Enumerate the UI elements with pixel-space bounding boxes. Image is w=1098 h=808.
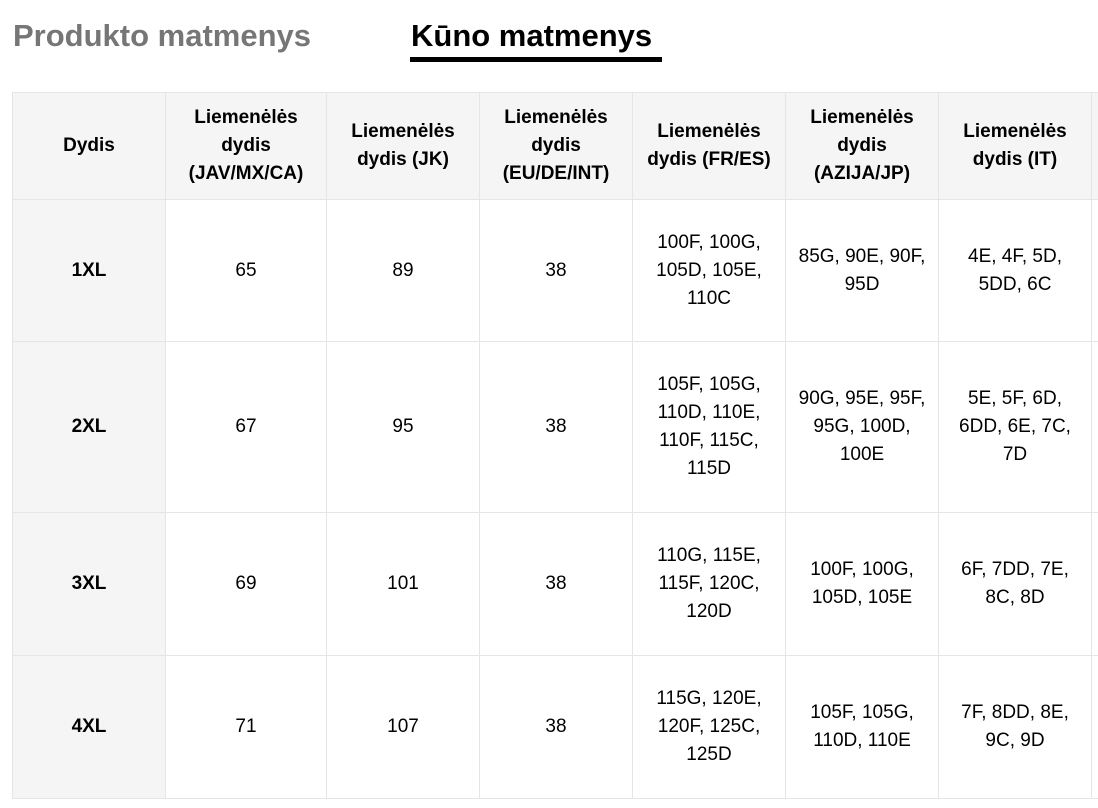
column-header-us: Liemenėlės dydis (JAV/MX/CA): [165, 92, 327, 200]
table-cell: [1091, 512, 1098, 656]
table-cell: [1091, 341, 1098, 513]
column-header-uk: Liemenėlės dydis (JK): [326, 92, 480, 200]
column-header-it: Liemenėlės dydis (IT): [938, 92, 1092, 200]
size-cell: 4XL: [12, 655, 166, 799]
column-header-overflow: [1091, 92, 1098, 200]
table-row: 1XL 65 89 38 100F, 100G, 105D, 105E, 110…: [12, 199, 1098, 342]
size-table-container: Dydis Liemenėlės dydis (JAV/MX/CA) Lieme…: [12, 92, 1098, 808]
size-cell: 3XL: [12, 512, 166, 656]
table-cell: 105F, 105G, 110D, 110E: [785, 655, 939, 799]
table-cell: 38: [479, 341, 633, 513]
table-cell: 100F, 100G, 105D, 105E, 110C: [632, 199, 786, 342]
table-row: 2XL 67 95 38 105F, 105G, 110D, 110E, 110…: [12, 341, 1098, 513]
table-cell: 6F, 7DD, 7E, 8C, 8D: [938, 512, 1092, 656]
table-cell: 90G, 95E, 95F, 95G, 100D, 100E: [785, 341, 939, 513]
table-cell: 115G, 120E, 120F, 125C, 125D: [632, 655, 786, 799]
table-cell: [1091, 655, 1098, 799]
tab-body-dimensions[interactable]: Kūno matmenys: [411, 18, 653, 53]
column-header-fr: Liemenėlės dydis (FR/ES): [632, 92, 786, 200]
size-table: Dydis Liemenėlės dydis (JAV/MX/CA) Lieme…: [12, 92, 1098, 799]
table-row: 4XL 71 107 38 115G, 120E, 120F, 125C, 12…: [12, 655, 1098, 799]
column-header-eu: Liemenėlės dydis (EU/DE/INT): [479, 92, 633, 200]
table-row: 3XL 69 101 38 110G, 115E, 115F, 120C, 12…: [12, 512, 1098, 656]
table-cell: 4E, 4F, 5D, 5DD, 6C: [938, 199, 1092, 342]
table-cell: 95: [326, 341, 480, 513]
table-cell: 105F, 105G, 110D, 110E, 110F, 115C, 115D: [632, 341, 786, 513]
table-cell: 100F, 100G, 105D, 105E: [785, 512, 939, 656]
table-cell: 89: [326, 199, 480, 342]
column-header-size: Dydis: [12, 92, 166, 200]
table-cell: 69: [165, 512, 327, 656]
table-cell: 71: [165, 655, 327, 799]
column-header-asia: Liemenėlės dydis (AZIJA/JP): [785, 92, 939, 200]
table-cell: 38: [479, 199, 633, 342]
table-cell: 67: [165, 341, 327, 513]
tab-bar: Produkto matmenys Kūno matmenys: [0, 0, 1098, 92]
table-cell: 38: [479, 655, 633, 799]
table-cell: 5E, 5F, 6D, 6DD, 6E, 7C, 7D: [938, 341, 1092, 513]
table-cell: 110G, 115E, 115F, 120C, 120D: [632, 512, 786, 656]
active-tab-indicator: [410, 57, 662, 62]
table-cell: 85G, 90E, 90F, 95D: [785, 199, 939, 342]
table-cell: 107: [326, 655, 480, 799]
table-cell: 7F, 8DD, 8E, 9C, 9D: [938, 655, 1092, 799]
table-cell: 65: [165, 199, 327, 342]
table-header-row: Dydis Liemenėlės dydis (JAV/MX/CA) Lieme…: [12, 92, 1098, 200]
size-cell: 1XL: [12, 199, 166, 342]
table-cell: [1091, 199, 1098, 342]
size-cell: 2XL: [12, 341, 166, 513]
table-cell: 38: [479, 512, 633, 656]
tab-product-dimensions[interactable]: Produkto matmenys: [13, 18, 312, 53]
table-cell: 101: [326, 512, 480, 656]
